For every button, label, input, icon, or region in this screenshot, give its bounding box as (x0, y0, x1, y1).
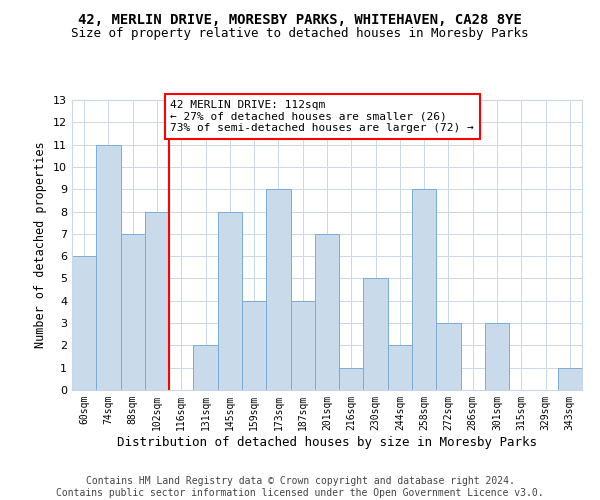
Text: Contains HM Land Registry data © Crown copyright and database right 2024.
Contai: Contains HM Land Registry data © Crown c… (56, 476, 544, 498)
Text: 42 MERLIN DRIVE: 112sqm
← 27% of detached houses are smaller (26)
73% of semi-de: 42 MERLIN DRIVE: 112sqm ← 27% of detache… (170, 100, 474, 133)
Text: 42, MERLIN DRIVE, MORESBY PARKS, WHITEHAVEN, CA28 8YE: 42, MERLIN DRIVE, MORESBY PARKS, WHITEHA… (78, 12, 522, 26)
Bar (412, 189, 436, 390)
X-axis label: Distribution of detached houses by size in Moresby Parks: Distribution of detached houses by size … (117, 436, 537, 448)
Bar (121, 234, 145, 390)
Bar (193, 346, 218, 390)
Bar (96, 144, 121, 390)
Bar (315, 234, 339, 390)
Bar (290, 301, 315, 390)
Bar (558, 368, 582, 390)
Bar (339, 368, 364, 390)
Bar (145, 212, 169, 390)
Bar (485, 323, 509, 390)
Bar (218, 212, 242, 390)
Bar (266, 189, 290, 390)
Bar (364, 278, 388, 390)
Bar (388, 346, 412, 390)
Y-axis label: Number of detached properties: Number of detached properties (34, 142, 47, 348)
Bar (72, 256, 96, 390)
Bar (436, 323, 461, 390)
Text: Size of property relative to detached houses in Moresby Parks: Size of property relative to detached ho… (71, 28, 529, 40)
Bar (242, 301, 266, 390)
